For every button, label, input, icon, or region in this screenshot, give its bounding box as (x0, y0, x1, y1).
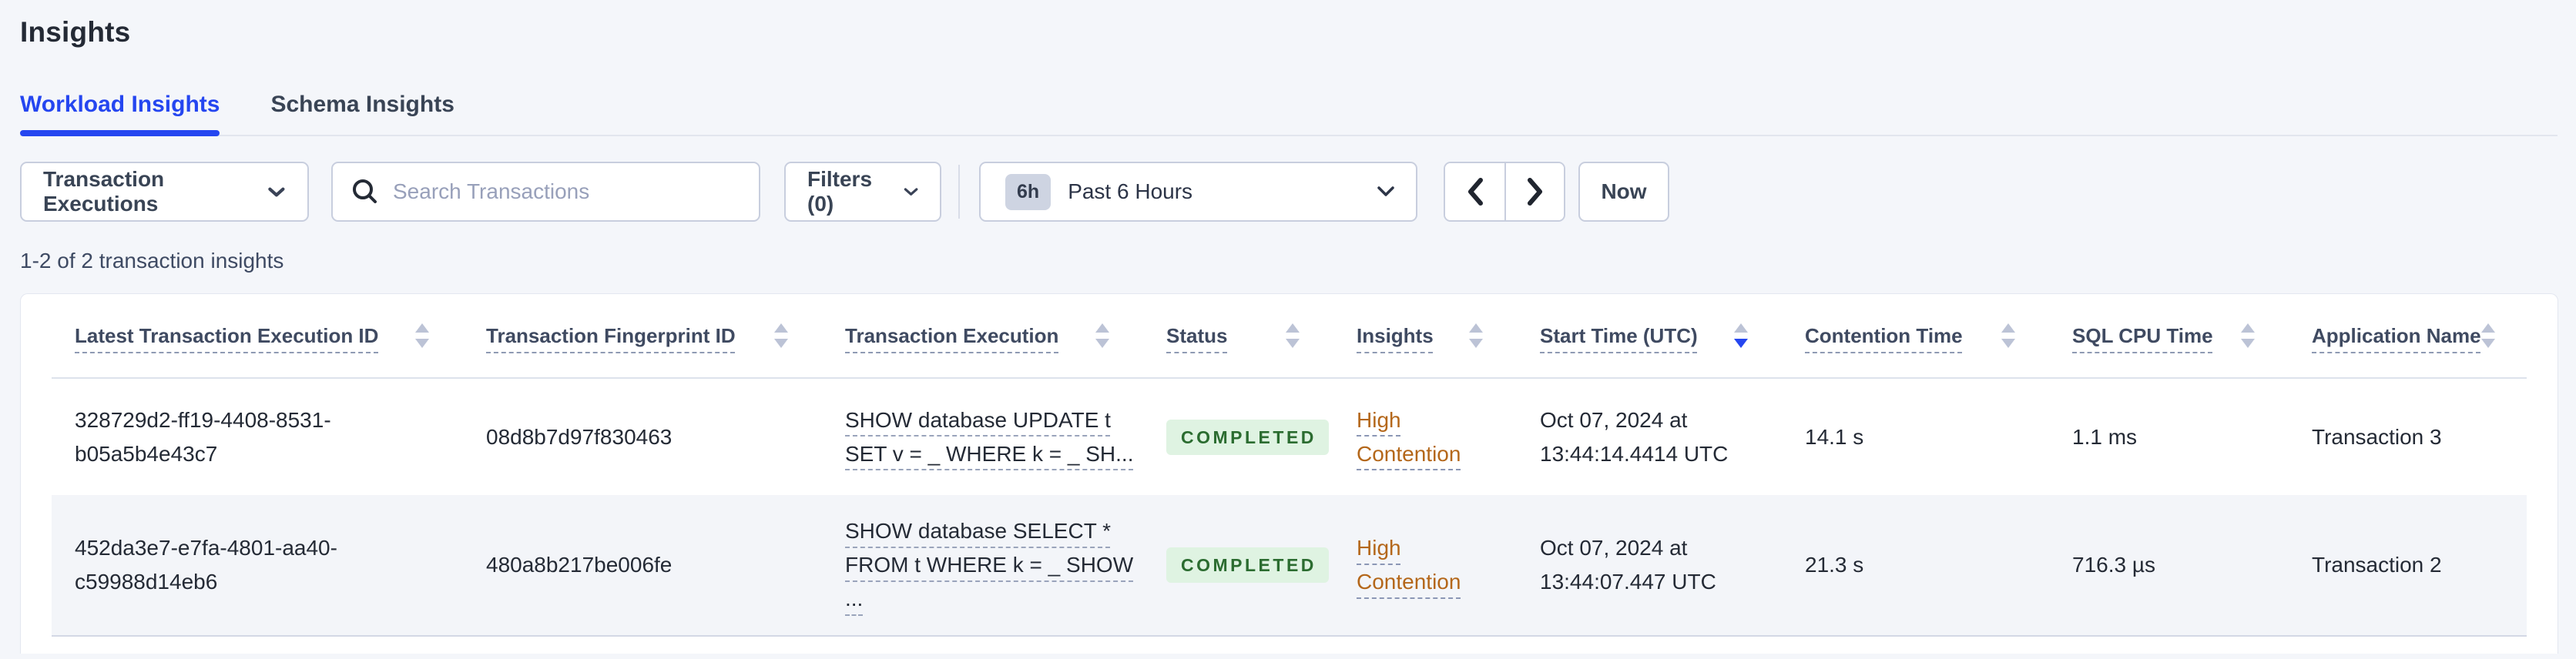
table-header-row: Latest Transaction Execution ID Transact… (52, 294, 2527, 379)
chevron-down-icon (268, 187, 285, 196)
tab-schema-insights[interactable]: Schema Insights (270, 90, 454, 135)
column-header-insights[interactable]: Insights (1333, 323, 1517, 348)
now-button-label: Now (1601, 179, 1647, 203)
chevron-right-icon (1527, 178, 1542, 206)
sort-icon (2480, 323, 2495, 348)
toolbar-divider (958, 165, 960, 219)
cell-fingerprint-id: 480a8b217be006fe (486, 553, 673, 577)
column-header-transaction-fingerprint-id[interactable]: Transaction Fingerprint ID (463, 323, 822, 348)
next-time-range-button[interactable] (1504, 163, 1564, 220)
cell-start-time: Oct 07, 2024 at 13:44:07.447 UTC (1540, 536, 1716, 594)
cell-sql-cpu-time: 1.1 ms (2072, 424, 2138, 449)
column-header-status[interactable]: Status (1143, 323, 1333, 348)
tab-label: Workload Insights (20, 92, 220, 117)
cell-start-time: Oct 07, 2024 at 13:44:14.4414 UTC (1540, 407, 1729, 466)
page-title: Insights (20, 16, 131, 48)
search-box (331, 162, 760, 222)
sort-icon (2241, 323, 2255, 348)
time-range-pager (1444, 162, 1565, 222)
status-badge: COMPLETED (1166, 547, 1329, 583)
column-header-start-time[interactable]: Start Time (UTC) (1517, 323, 1782, 348)
transaction-execution-link[interactable]: SHOW database UPDATE t SET v = _ WHERE k… (845, 407, 1134, 466)
cell-fingerprint-id: 08d8b7d97f830463 (486, 424, 673, 449)
table-row: 328729d2-ff19-4408-8531- b05a5b4e43c7 08… (52, 379, 2527, 495)
column-header-transaction-execution[interactable]: Transaction Execution (822, 323, 1143, 348)
chevron-down-icon (1377, 186, 1394, 196)
cell-application-name: Transaction 3 (2312, 424, 2442, 449)
sort-icon (2001, 323, 2015, 348)
column-header-latest-transaction-execution-id[interactable]: Latest Transaction Execution ID (52, 323, 463, 348)
insight-high-contention-link[interactable]: High Contention (1357, 536, 1461, 594)
column-header-application-name[interactable]: Application Name (2289, 323, 2529, 348)
chevron-down-icon (904, 187, 918, 196)
execution-type-select-label: Transaction Executions (43, 167, 165, 216)
now-button[interactable]: Now (1578, 162, 1669, 222)
cell-execution-id: 328729d2-ff19-4408-8531- b05a5b4e43c7 (75, 407, 331, 466)
time-range-label: Past 6 Hours (1068, 179, 1193, 203)
cell-contention-time: 21.3 s (1805, 553, 1864, 577)
sort-icon (1469, 323, 1483, 348)
results-count: 1-2 of 2 transaction insights (20, 249, 284, 273)
sort-icon (1095, 323, 1109, 348)
chevron-left-icon (1467, 178, 1483, 206)
execution-type-select[interactable]: Transaction Executions (20, 162, 309, 222)
table-row: 452da3e7-e7fa-4801-aa40- c59988d14eb6 48… (52, 495, 2527, 637)
cell-application-name: Transaction 2 (2312, 553, 2442, 577)
sort-icon (415, 323, 429, 348)
insight-high-contention-link[interactable]: High Contention (1357, 407, 1461, 466)
cell-contention-time: 14.1 s (1805, 424, 1864, 449)
toolbar: Transaction Executions Filters (0) 6h Pa… (20, 162, 2558, 222)
tab-workload-insights[interactable]: Workload Insights (20, 90, 220, 136)
cell-sql-cpu-time: 716.3 µs (2072, 553, 2155, 577)
status-badge: COMPLETED (1166, 419, 1329, 455)
time-range-picker[interactable]: 6h Past 6 Hours (979, 162, 1417, 222)
previous-time-range-button[interactable] (1445, 163, 1504, 220)
sort-icon (774, 323, 788, 348)
column-header-contention-time[interactable]: Contention Time (1782, 323, 2049, 348)
sort-desc-icon (1734, 323, 1748, 348)
search-input[interactable] (393, 179, 740, 204)
filters-button-label: Filters (0) (807, 167, 873, 216)
insights-table-card: Latest Transaction Execution ID Transact… (20, 293, 2558, 654)
sort-icon (1286, 323, 1300, 348)
tab-bar: Workload Insights Schema Insights (20, 90, 2558, 136)
tab-label: Schema Insights (270, 92, 454, 117)
column-header-sql-cpu-time[interactable]: SQL CPU Time (2049, 323, 2289, 348)
search-icon (353, 179, 377, 203)
time-range-badge: 6h (1005, 173, 1052, 210)
transaction-execution-link[interactable]: SHOW database SELECT * FROM t WHERE k = … (845, 519, 1134, 610)
filters-button[interactable]: Filters (0) (784, 162, 941, 222)
cell-execution-id: 452da3e7-e7fa-4801-aa40- c59988d14eb6 (75, 536, 337, 594)
